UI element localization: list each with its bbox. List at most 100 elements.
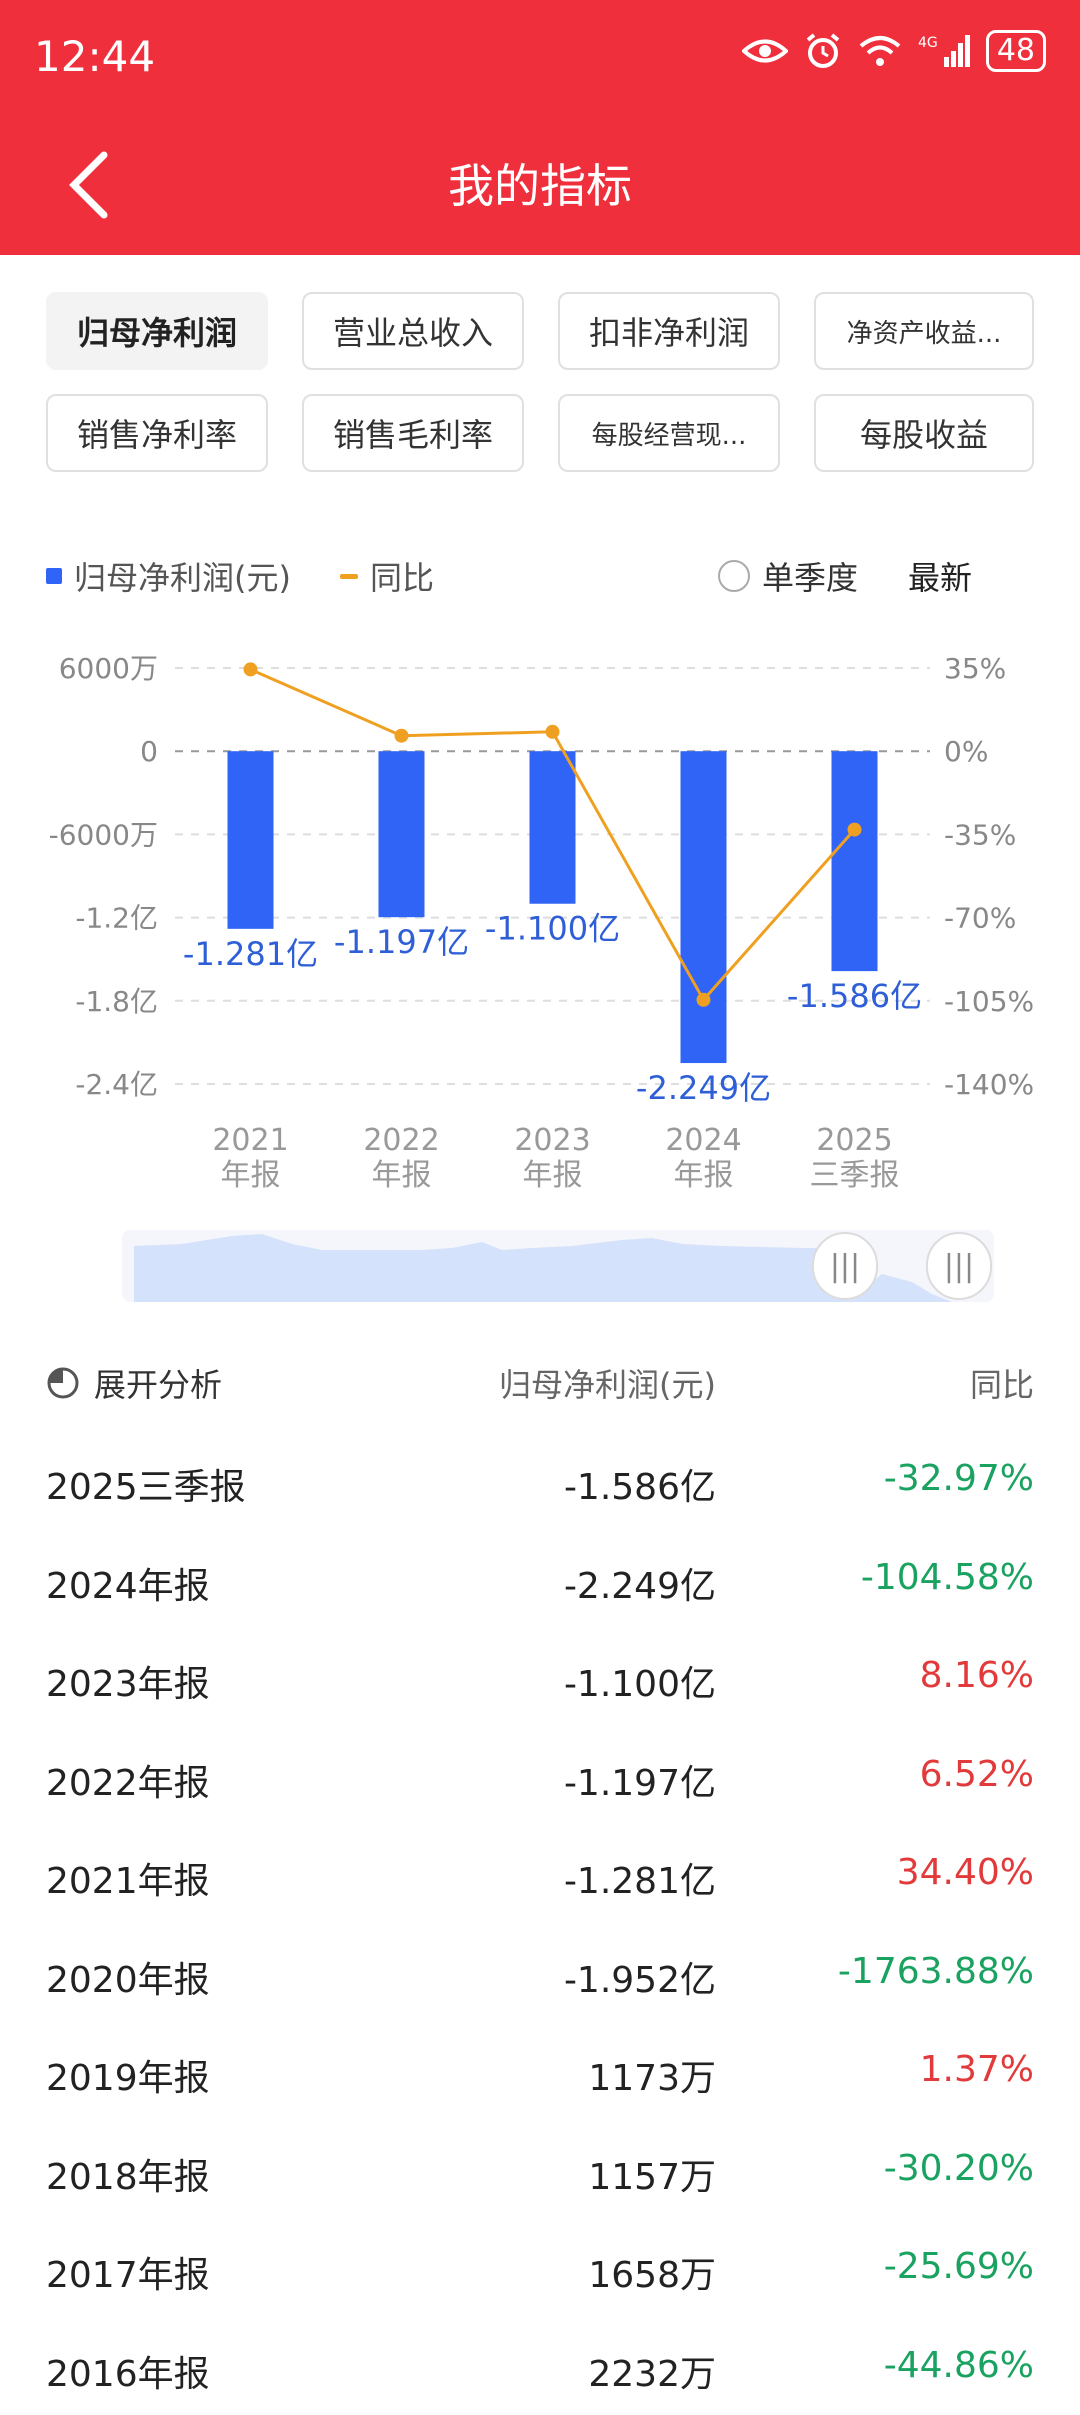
row-period: 2025三季报 <box>46 1467 246 1508</box>
bar <box>227 751 274 929</box>
chip-gross-margin[interactable]: 销售毛利率 <box>302 394 524 472</box>
row-yoy: -104.58% <box>860 1556 1034 1598</box>
range-scroller[interactable] <box>122 1230 994 1302</box>
row-value: 1157万 <box>588 2156 716 2198</box>
quarterly-radio[interactable] <box>718 560 750 592</box>
table-row[interactable]: 2019年报 1173万 1.37% <box>0 2021 1080 2119</box>
table-row[interactable]: 2020年报 -1.952亿 -1763.88% <box>0 1923 1080 2021</box>
chip-total-revenue[interactable]: 营业总收入 <box>302 292 524 370</box>
bar-data-label: -2.249亿 <box>636 1069 771 1107</box>
table-row[interactable]: 2017年报 1658万 -25.69% <box>0 2218 1080 2316</box>
scroller-right-handle[interactable]: ||| <box>926 1232 992 1300</box>
row-period: 2020年报 <box>46 1959 210 2001</box>
col-header-value: 归母净利润(元) <box>499 1366 716 1404</box>
row-period: 2019年报 <box>46 2058 210 2099</box>
bar <box>529 751 576 904</box>
svg-text:4G: 4G <box>918 35 938 51</box>
row-value: -2.249亿 <box>563 1565 716 1607</box>
latest-button[interactable]: 最新 <box>908 553 972 599</box>
table-header: 展开分析 归母净利润(元) 同比 <box>0 1360 1080 1410</box>
chip-net-margin[interactable]: 销售净利率 <box>46 394 268 472</box>
signal-icon: 4G <box>918 35 970 67</box>
yoy-point <box>243 662 258 677</box>
legend-bar-label: 归母净利润(元) <box>74 559 291 597</box>
y-left-tick-label: -1.2亿 <box>75 902 158 935</box>
chip-deducted-net-profit[interactable]: 扣非净利润 <box>558 292 780 370</box>
row-period: 2017年报 <box>46 2255 210 2296</box>
bar <box>680 751 727 1064</box>
bar <box>831 751 878 972</box>
chip-net-profit-parent[interactable]: 归母净利润 <box>46 292 268 370</box>
pie-chart-icon <box>47 1367 79 1399</box>
row-yoy: 6.52% <box>919 1753 1034 1795</box>
app-header: 12:44 4G 48 我的指标 <box>0 0 1080 255</box>
table-row[interactable]: 2025三季报 -1.586亿 -32.97% <box>0 1430 1080 1528</box>
bar-data-label: -1.586亿 <box>787 977 922 1015</box>
x-tick-sublabel: 年报 <box>372 1158 432 1193</box>
row-yoy: 1.37% <box>919 2049 1034 2090</box>
chip-operating-cf-per-share[interactable]: 每股经营现... <box>558 394 780 472</box>
row-yoy: -44.86% <box>883 2344 1034 2386</box>
page-title: 我的指标 <box>448 159 632 213</box>
status-time: 12:44 <box>34 32 156 81</box>
legend-line-label: 同比 <box>370 559 435 597</box>
col-header-yoy: 同比 <box>969 1366 1034 1404</box>
row-yoy: 34.40% <box>896 1852 1034 1893</box>
wifi-icon <box>859 36 901 66</box>
row-value: -1.586亿 <box>563 1467 716 1508</box>
x-tick-label: 2023 <box>514 1123 590 1158</box>
row-period: 2021年报 <box>46 1861 210 1902</box>
yoy-point <box>696 992 711 1007</box>
table-row[interactable]: 2023年报 -1.100亿 8.16% <box>0 1627 1080 1725</box>
y-left-tick-label: 0 <box>140 735 158 768</box>
legend-line: 同比 <box>340 553 434 599</box>
row-period: 2018年报 <box>46 2156 210 2198</box>
y-left-tick-label: -2.4亿 <box>75 1068 158 1101</box>
bar-data-label: -1.100亿 <box>485 910 620 948</box>
bar <box>378 751 425 918</box>
back-button[interactable] <box>60 145 120 225</box>
row-value: -1.197亿 <box>563 1762 716 1804</box>
quarterly-label: 单季度 <box>762 559 859 597</box>
y-right-tick-label: -105% <box>944 985 1034 1018</box>
y-right-tick-label: 35% <box>944 652 1006 685</box>
x-tick-sublabel: 年报 <box>221 1158 281 1193</box>
legend-bar-swatch <box>46 568 62 584</box>
legend-line-swatch <box>340 573 358 579</box>
row-yoy: -25.69% <box>883 2246 1034 2287</box>
y-left-tick-label: -6000万 <box>49 818 158 851</box>
x-tick-label: 2024 <box>665 1123 741 1158</box>
row-value: -1.952亿 <box>563 1959 716 2001</box>
scroller-preview <box>134 1234 952 1302</box>
status-icons: 4G 48 <box>741 30 1046 72</box>
row-value: -1.281亿 <box>563 1861 716 1902</box>
y-right-tick-label: -70% <box>944 902 1016 935</box>
table-row[interactable]: 2016年报 2232万 -44.86% <box>0 2317 1080 2415</box>
table-row[interactable]: 2024年报 -2.249亿 -104.58% <box>0 1529 1080 1627</box>
x-tick-sublabel: 三季报 <box>810 1158 900 1193</box>
x-tick-label: 2021 <box>212 1123 288 1158</box>
row-yoy: -32.97% <box>883 1458 1034 1499</box>
table-row[interactable]: 2018年报 1157万 -30.20% <box>0 2120 1080 2218</box>
row-period: 2023年报 <box>46 1664 210 1705</box>
table-row[interactable]: 2022年报 -1.197亿 6.52% <box>0 1726 1080 1824</box>
profit-chart: 6000万 35% 0 0% -6000万 -35% -1.2亿 -70% -1.8亿 -105%… <box>49 652 1035 1193</box>
row-period: 2022年报 <box>46 1762 210 1804</box>
eye-icon <box>741 39 788 63</box>
yoy-point <box>545 724 560 739</box>
expand-analysis-button[interactable]: 展开分析 <box>46 1360 222 1406</box>
y-right-tick-label: -35% <box>944 818 1016 851</box>
y-left-tick-label: -1.8亿 <box>75 985 158 1018</box>
table-row[interactable]: 2021年报 -1.281亿 34.40% <box>0 1824 1080 1922</box>
bar-data-label: -1.197亿 <box>334 923 469 961</box>
chip-roe[interactable]: 净资产收益... <box>814 292 1034 370</box>
chip-eps[interactable]: 每股收益 <box>814 394 1034 472</box>
scroller-left-handle[interactable]: ||| <box>812 1232 878 1300</box>
row-yoy: -30.20% <box>883 2147 1034 2189</box>
alarm-icon <box>806 33 840 68</box>
row-yoy: -1763.88% <box>837 1950 1034 1992</box>
x-tick-label: 2022 <box>363 1123 439 1158</box>
quarterly-toggle[interactable]: 单季度 <box>718 553 858 599</box>
x-tick-sublabel: 年报 <box>523 1158 583 1193</box>
chevron-left-icon <box>69 151 108 219</box>
